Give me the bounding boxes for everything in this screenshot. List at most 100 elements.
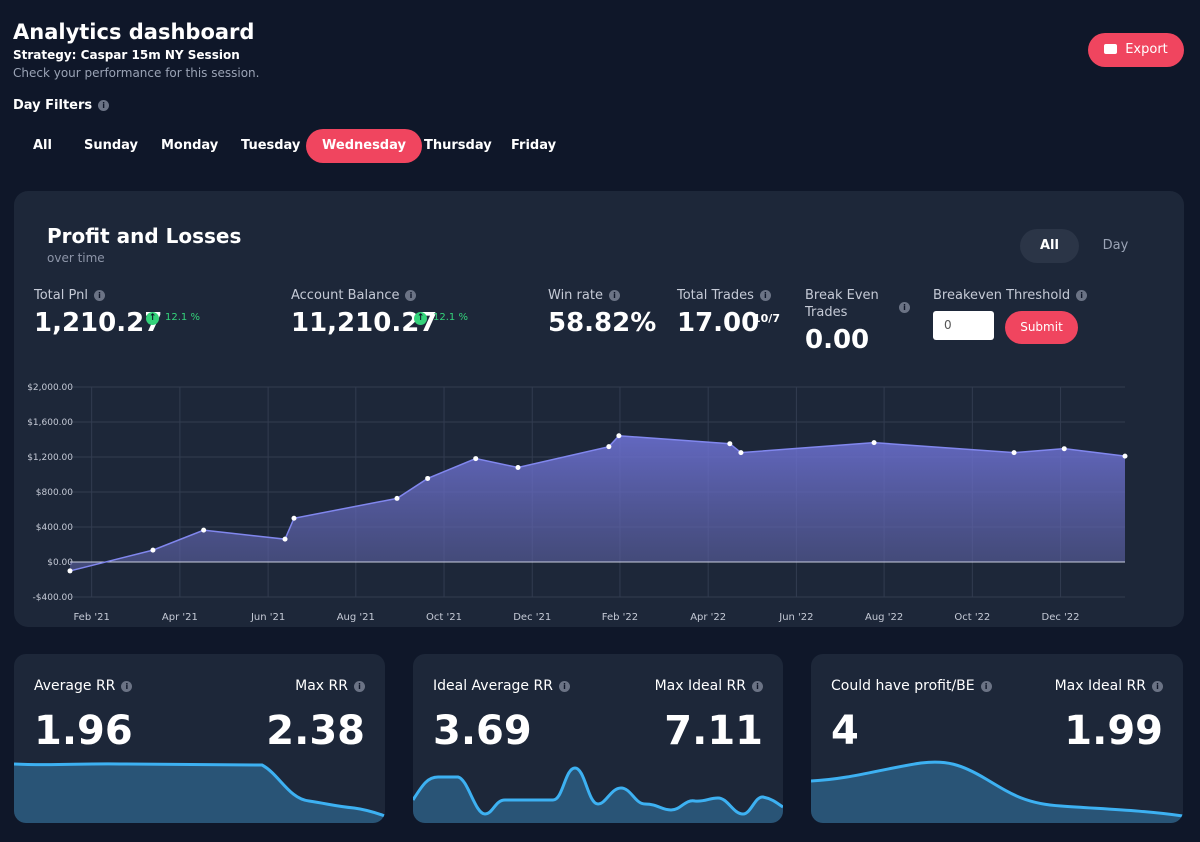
export-button[interactable]: Export — [1088, 33, 1184, 67]
card-label: Max Ideal RR i — [1055, 678, 1163, 694]
stat-label: Breakeven Threshold i — [933, 288, 1088, 303]
submit-button[interactable]: Submit — [1005, 311, 1078, 344]
label: Account Balance — [291, 288, 400, 303]
label: Win rate — [548, 288, 603, 303]
toggle-all[interactable]: All — [1020, 229, 1079, 263]
stat-label: Trades — [805, 305, 848, 320]
x-tick-label: Jun '21 — [250, 612, 285, 623]
y-tick-label: $1,200.00 — [27, 453, 73, 463]
stat-label: Total Pnl i — [34, 288, 105, 303]
point — [727, 441, 733, 447]
label: Max Ideal RR — [1054, 678, 1146, 694]
point — [473, 456, 479, 462]
card-label: Average RR i — [34, 678, 133, 694]
label: Average RR — [34, 678, 116, 694]
x-tick-label: Feb '22 — [602, 612, 638, 623]
page-title: Analytics dashboard — [13, 20, 255, 44]
card-value: 7.11 — [664, 708, 763, 754]
stat-card: Could have profit/BE i Max Ideal RR i 4 1.… — [811, 654, 1183, 823]
sparkline — [413, 766, 783, 823]
x-tick-label: Oct '21 — [426, 612, 462, 623]
y-tick-label: $800.00 — [36, 488, 73, 498]
point — [67, 568, 73, 574]
x-tick-label: Oct '22 — [954, 612, 990, 623]
card-value: 1.96 — [34, 708, 133, 754]
change: 12.1 % — [165, 312, 200, 323]
stat-value: 0.00 — [805, 325, 870, 355]
x-tick-label: Feb '21 — [73, 612, 109, 623]
y-tick-label: $0.00 — [47, 558, 73, 568]
y-tick-label: $1,600.00 — [27, 418, 73, 428]
stat-label: Account Balance i — [291, 288, 417, 303]
card-label: Could have profit/BE i — [831, 678, 992, 694]
filter[interactable]: Wednesday — [306, 129, 422, 163]
stat-change: ↑ 12.1 % — [414, 312, 468, 325]
label: Could have profit/BE — [831, 678, 975, 694]
card-value: 4 — [831, 708, 859, 754]
x-tick-label: Aug '22 — [865, 612, 903, 623]
threshold-input[interactable]: 0 — [933, 311, 994, 340]
export-label: Export — [1125, 42, 1168, 57]
point — [515, 465, 521, 470]
pnl-subtitle: over time — [47, 251, 105, 265]
stat-card: Ideal Average RR i Max Ideal RR i 3.69 7.1… — [413, 654, 783, 823]
stat-label: Total Trades i — [677, 288, 771, 303]
point — [291, 515, 297, 521]
card-label: Ideal Average RR i — [433, 678, 570, 694]
point — [1061, 446, 1067, 452]
label: Max RR — [295, 678, 348, 694]
point — [201, 527, 207, 533]
card-value: 1.99 — [1064, 708, 1163, 754]
x-tick-label: Apr '21 — [162, 612, 198, 623]
point — [394, 495, 400, 501]
point — [738, 450, 744, 456]
point — [282, 536, 288, 542]
y-tick-label: $400.00 — [36, 523, 73, 533]
area — [70, 435, 1125, 571]
day-filters-label: Day Filters i — [13, 98, 110, 113]
filter[interactable]: Tuesday — [241, 138, 301, 153]
card-value: 2.38 — [266, 708, 365, 754]
filter[interactable]: Sunday — [84, 138, 139, 153]
pnl-chart: -$400.00 $0.00 $400.00 $800.00 $1,200.00 $1,6… — [27, 383, 1128, 623]
sparkline — [14, 762, 385, 823]
change: 12.1 % — [433, 312, 468, 323]
point — [150, 547, 156, 553]
label: Total Trades — [677, 288, 754, 303]
point — [871, 440, 877, 446]
stat-value: 1,210.27 — [34, 308, 163, 338]
point — [616, 433, 622, 439]
point — [606, 444, 612, 450]
trades-ratio: 10/7 — [753, 312, 780, 325]
stat-value: 17.00 — [677, 308, 760, 338]
y-tick-label: -$400.00 — [33, 593, 74, 603]
x-tick-label: Jun '22 — [778, 612, 813, 623]
stat-card: Average RR i Max RR i 1.96 2.38 — [14, 654, 385, 823]
x-tick-label: Apr '22 — [690, 612, 726, 623]
stat-label: Break Even — [805, 288, 879, 303]
filter[interactable]: All — [33, 138, 52, 153]
card-label: Max Ideal RR i — [655, 678, 763, 694]
filter[interactable]: Thursday — [424, 138, 492, 153]
filter[interactable]: Friday — [511, 138, 557, 153]
card-label: Max RR i — [295, 678, 365, 694]
stat-value: 11,210.27 — [291, 308, 438, 338]
point — [1122, 453, 1128, 459]
label: Total Pnl — [34, 288, 88, 303]
info-icon: i — [893, 297, 910, 316]
x-tick-label: Dec '22 — [1042, 612, 1080, 623]
subtitle: Check your performance for this session. — [13, 66, 260, 80]
stat-label: Win rate i — [548, 288, 620, 303]
pnl-title: Profit and Losses — [47, 224, 242, 248]
stat-change: ↑ 12.1 % — [146, 312, 200, 325]
strategy: Strategy: Caspar 15m NY Session — [13, 48, 240, 62]
point — [425, 475, 431, 481]
stat-value: 58.82% — [548, 308, 657, 338]
filter[interactable]: Monday — [161, 138, 219, 153]
sparkline — [811, 760, 1183, 823]
point — [1011, 450, 1017, 456]
toggle-day[interactable]: Day — [1102, 238, 1129, 253]
y-tick-label: $2,000.00 — [27, 383, 73, 393]
label: Breakeven Threshold — [933, 288, 1071, 303]
